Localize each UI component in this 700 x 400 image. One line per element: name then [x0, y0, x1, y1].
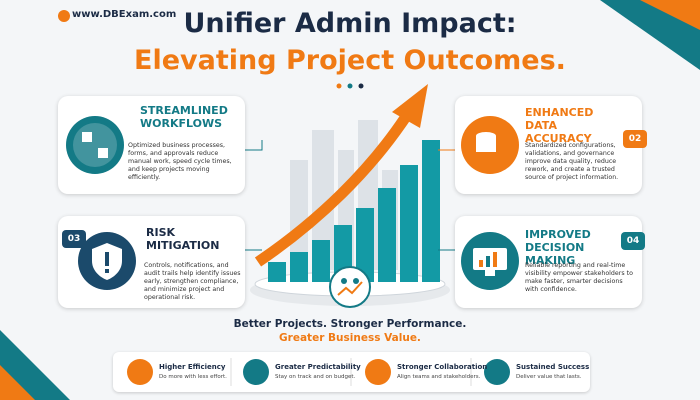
card-number: 02 [623, 130, 647, 148]
card-body: Controls, notifications, and audit trail… [144, 262, 241, 301]
corner-shape [0, 365, 35, 400]
benefit-title: Sustained Success [516, 363, 590, 371]
card-title: ENHANCED DATA ACCURACY [525, 106, 594, 145]
benefit-text: Stay on track and on budget. [275, 374, 356, 380]
card-body: Reliable reporting and real-time visibil… [525, 262, 633, 293]
card-title: STREAMLINED WORKFLOWS [140, 104, 228, 130]
benefit-text: Align teams and stakeholders. [397, 374, 481, 380]
card-icon [66, 116, 124, 174]
benefit-text: Deliver value that lasts. [516, 374, 582, 380]
card-number: 03 [62, 230, 86, 248]
card-body: Optimized business processes, forms, and… [128, 142, 232, 181]
dot [358, 83, 364, 89]
globe-icon [58, 10, 70, 22]
bars [268, 140, 440, 282]
card-title: IMPROVED DECISION MAKING [525, 228, 591, 267]
arrow-head [392, 84, 428, 128]
benefit-text: Do more with less effort. [159, 374, 227, 380]
corner-shape [640, 0, 700, 30]
subtitle: Elevating Project Outcomes. [134, 45, 566, 76]
card-icon [461, 116, 519, 174]
benefits-bar: Higher Efficiency Do more with less effo… [113, 352, 590, 392]
card: STREAMLINED WORKFLOWS Optimized business… [58, 96, 245, 194]
card-number: 04 [621, 232, 645, 250]
card-body: Standardized configurations, validations… [525, 142, 619, 181]
team-icon [329, 266, 371, 308]
card: RISK MITIGATION Controls, notifications,… [58, 216, 245, 308]
brand: www.DBExam.com [72, 9, 177, 20]
connector [245, 140, 263, 151]
card-title: RISK MITIGATION [146, 226, 220, 252]
growth-arrow [254, 114, 410, 267]
benefit-title: Greater Predictability [275, 363, 361, 371]
tagline: Better Projects. Stronger Performance. [233, 318, 467, 330]
dot [347, 83, 353, 89]
benefit-icons [127, 358, 510, 386]
title: Unifier Admin Impact: [183, 8, 517, 39]
benefit-title: Stronger Collaboration [397, 363, 488, 371]
card-icon [78, 232, 136, 290]
dot [336, 83, 342, 89]
card: IMPROVED DECISION MAKING Reliable report… [455, 216, 645, 308]
tagline: Greater Business Value. [279, 332, 421, 344]
benefit-title: Higher Efficiency [159, 363, 226, 371]
card: ENHANCED DATA ACCURACY Standardized conf… [455, 96, 647, 194]
card-icon [461, 232, 519, 290]
